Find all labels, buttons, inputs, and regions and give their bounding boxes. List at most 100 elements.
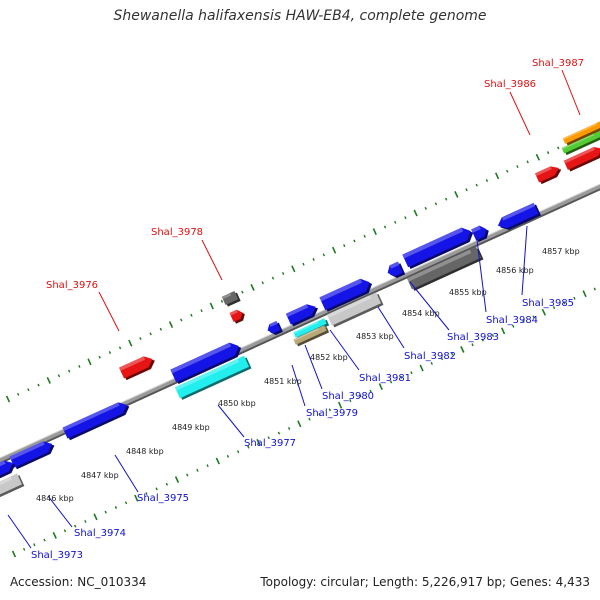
inner-track-tick (532, 315, 535, 319)
leader-line (114, 454, 139, 493)
leader-line (521, 225, 528, 296)
outer-track-tick (46, 376, 51, 384)
gene-shal-3977-blue (170, 342, 242, 384)
inner-track-tick (522, 320, 525, 324)
gene-label-reverse: Shal_3985 (522, 298, 574, 309)
leader-line (98, 291, 120, 332)
gene-shal-3981-blue (319, 278, 373, 312)
gene-label-forward: Shal_3987 (532, 58, 584, 69)
outer-track-tick (98, 355, 101, 359)
outer-track-tick (526, 160, 529, 164)
gene-shal-3975 (62, 402, 130, 441)
outer-track-tick (475, 183, 478, 187)
inner-track-tick (460, 346, 465, 353)
gene-shal-3986 (535, 166, 562, 185)
inner-track-tick (308, 417, 311, 421)
inner-track-tick (104, 510, 107, 514)
gene-label-reverse: Shal_3974 (74, 528, 126, 539)
inner-track-tick (165, 482, 169, 486)
inner-track-tick (541, 308, 547, 316)
leader-line (561, 69, 581, 116)
inner-track-tick (43, 538, 46, 542)
outer-track-tick (5, 395, 11, 403)
outer-track-tick (200, 309, 203, 313)
gene-label-reverse: Shal_3973 (31, 550, 83, 561)
outer-track-tick (383, 225, 387, 229)
inner-track-tick (186, 473, 189, 477)
gene-shal-3983 (402, 227, 474, 269)
outer-track-tick (343, 244, 346, 248)
outer-track-tick (16, 392, 20, 396)
leader-line (217, 404, 245, 438)
gene-shal-3987 (563, 147, 600, 172)
inner-track-tick (287, 427, 291, 430)
inner-track-tick (500, 327, 506, 335)
outer-track-tick (516, 165, 519, 169)
gene-shal-3982-small (387, 261, 406, 278)
inner-track-tick (145, 492, 148, 496)
outer-track-tick (57, 374, 61, 378)
map-title: Shewanella halifaxensis HAW-EB4, complet… (113, 8, 487, 24)
gene-label-reverse: Shal_3980 (322, 391, 374, 402)
outer-track-tick (485, 179, 489, 182)
gene-label-reverse: Shal_3981 (359, 373, 411, 384)
gene-label-reverse: Shal_3977 (244, 438, 296, 449)
outer-track-tick (454, 191, 459, 198)
outer-track-tick (394, 220, 397, 224)
gene-label-reverse: Shal_3984 (486, 315, 538, 326)
inner-track-tick (247, 445, 250, 449)
inner-track-tick (93, 513, 98, 521)
inner-track-tick (63, 529, 67, 533)
inner-track-tick (552, 306, 556, 310)
outer-track-tick (139, 337, 142, 341)
gene-label-forward: Shal_3986 (484, 79, 536, 90)
kbp-marker-label: 4850 kbp (218, 399, 256, 408)
outer-track-tick (506, 169, 509, 173)
gene-shal-3974 (9, 441, 55, 470)
inner-track-tick (349, 399, 352, 403)
inner-track-tick (22, 547, 26, 551)
outer-track-tick (465, 188, 468, 192)
gene-shal-3977 (174, 355, 252, 400)
gene-label-reverse: Shal_3979 (306, 408, 358, 419)
kbp-marker-label: 4854 kbp (402, 309, 440, 318)
gene-track (0, 120, 600, 501)
kbp-marker-label: 4852 kbp (310, 353, 348, 362)
gene-shal-3981 (326, 292, 384, 328)
gene-label-reverse: Shal_3983 (447, 332, 499, 343)
inner-track-tick (124, 501, 128, 505)
gene-shal-3973-blue (0, 460, 16, 481)
outer-track-tick (128, 339, 133, 347)
gene-shal-3973 (0, 473, 25, 501)
outer-track-tick (168, 321, 174, 329)
kbp-marker-label: 4846 kbp (36, 494, 74, 503)
inner-track-tick (256, 438, 261, 446)
inner-track-tick (206, 464, 209, 468)
outer-track-tick (444, 197, 448, 201)
outer-track-tick (87, 358, 92, 366)
kbp-marker-label: 4853 kbp (356, 332, 394, 341)
inner-track-tick (369, 389, 372, 393)
outer-track-tick (159, 327, 163, 331)
outer-track-tick (535, 153, 541, 161)
inner-track-tick (512, 324, 515, 328)
inner-track-tick (582, 290, 587, 298)
inner-track-tick (440, 357, 444, 361)
inner-track-tick (155, 487, 158, 491)
inner-track-tick (328, 408, 332, 412)
inner-track-tick (297, 420, 302, 428)
label-leaders (7, 69, 581, 549)
inner-track-tick (114, 506, 118, 509)
gene-shal-3984 (471, 225, 489, 243)
inner-track-tick (400, 375, 403, 379)
leader-line (47, 495, 73, 528)
outer-track-tick (37, 383, 40, 387)
gene-shal-3979-blue (285, 304, 319, 327)
outer-track-tick (241, 290, 244, 294)
leader-line (509, 91, 531, 136)
outer-track-tick (281, 272, 285, 275)
gene-shal-3985 (497, 202, 541, 230)
inner-track-tick (481, 338, 484, 342)
leader-line (7, 514, 32, 549)
